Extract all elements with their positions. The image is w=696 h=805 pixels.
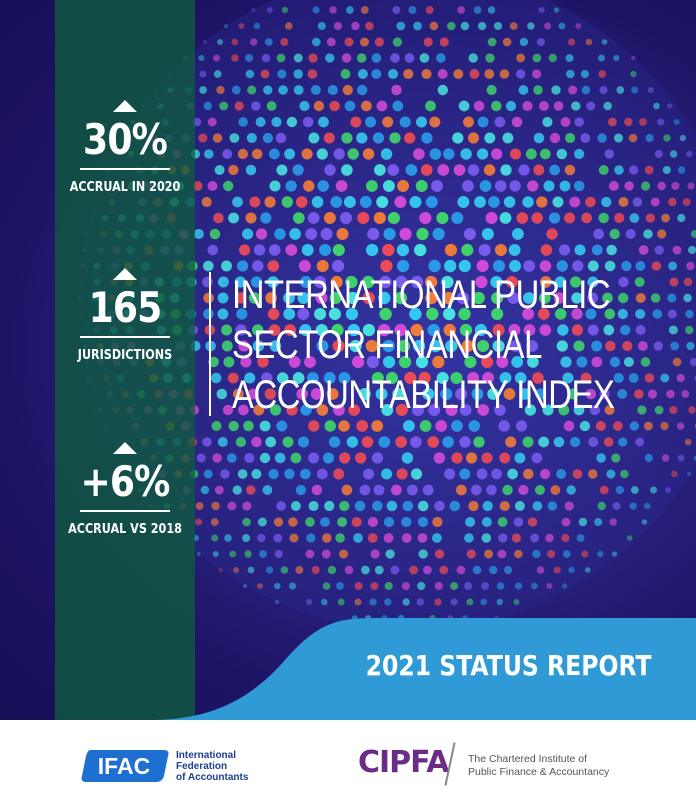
stat-value: 165 <box>88 283 163 332</box>
cipfa-name: The Chartered Institute of Public Financ… <box>468 753 609 779</box>
stat-label: ACCRUAL IN 2020 <box>69 180 181 195</box>
dotted-globe-graphic <box>77 0 696 630</box>
stat-label: ACCRUAL VS 2018 <box>68 522 182 537</box>
stat-accrual-vs-2018: +6% ACCRUAL VS 2018 <box>55 442 195 537</box>
stat-divider <box>80 168 170 170</box>
stat-value: +6% <box>80 457 170 506</box>
status-report-banner <box>150 618 696 720</box>
ifac-name-line: International <box>176 750 237 761</box>
stat-value: 30% <box>83 115 168 164</box>
stat-divider <box>80 336 170 338</box>
status-report-label: 2021 STATUS REPORT <box>365 649 652 682</box>
stat-accrual-2020: 30% ACCRUAL IN 2020 <box>55 100 195 195</box>
cipfa-name-line: Public Finance & Accountancy <box>468 766 610 778</box>
cipfa-logo: CIPFA <box>358 745 449 780</box>
stat-divider <box>80 510 170 512</box>
up-arrow-icon <box>113 442 137 454</box>
title-line: ACCOUNTABILITY INDEX <box>232 373 615 417</box>
ifac-name-line: Federation <box>176 761 228 772</box>
stat-label: JURISDICTIONS <box>77 348 173 363</box>
banner-wave-shape <box>150 618 696 720</box>
ifac-logo-icon: IFAC <box>81 750 169 782</box>
title-line: SECTOR FINANCIAL <box>232 323 542 367</box>
up-arrow-icon <box>113 100 137 112</box>
cipfa-name-line: The Chartered Institute of <box>468 753 588 765</box>
stat-jurisdictions: 165 JURISDICTIONS <box>55 268 195 363</box>
title-divider <box>209 272 211 416</box>
partner-logos-footer: IFAC International Federation of Account… <box>0 720 696 805</box>
title-line: INTERNATIONAL PUBLIC <box>232 273 611 317</box>
ifac-name: International Federation of Accountants <box>176 750 248 783</box>
cover-hero: 30% ACCRUAL IN 2020 165 JURISDICTIONS +6… <box>0 0 696 720</box>
ifac-logo-text: IFAC <box>98 753 150 779</box>
ifac-name-line: of Accountants <box>176 772 249 783</box>
up-arrow-icon <box>113 268 137 280</box>
report-title: INTERNATIONAL PUBLIC SECTOR FINANCIAL AC… <box>232 270 615 420</box>
stats-strip <box>55 0 195 720</box>
